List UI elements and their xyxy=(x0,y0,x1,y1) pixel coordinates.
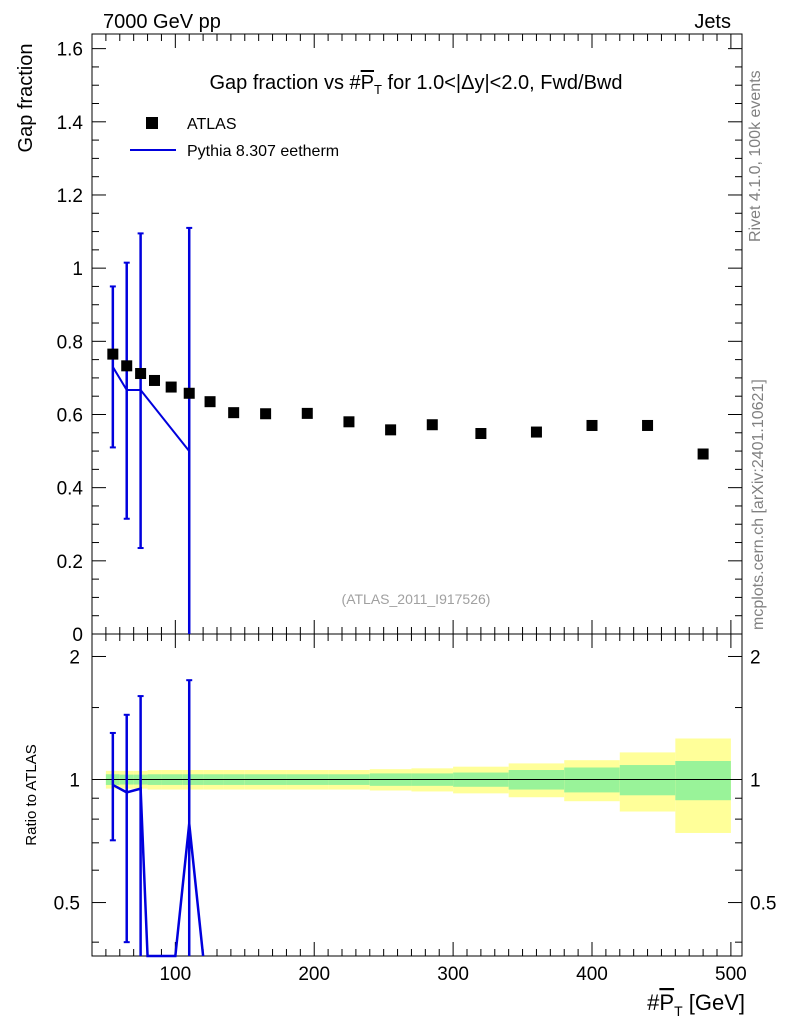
band-green-bin xyxy=(675,760,731,801)
band-green-bin xyxy=(619,765,676,796)
legend-atlas-label: ATLAS xyxy=(187,116,237,133)
ratio-uncertainty-band xyxy=(105,738,731,833)
y-tick-label: 1.6 xyxy=(57,40,83,61)
atlas-data-point xyxy=(586,419,598,431)
atlas-data-point xyxy=(183,387,195,399)
ratio-y-tick-label: 0.5 xyxy=(54,894,80,915)
ratio-y-tick-label-right: 1 xyxy=(750,771,761,792)
source-label: mcplots.cern.ch [arXiv:2401.10621] xyxy=(750,379,767,630)
plot-title: Gap fraction vs #PT for 1.0<|Δy|<2.0, Fw… xyxy=(209,72,622,97)
analysis-label: (ATLAS_2011_I917526) xyxy=(342,591,491,607)
atlas-data-point xyxy=(165,381,177,393)
y-tick-label: 0.2 xyxy=(57,552,83,573)
header-energy: 7000 GeV pp xyxy=(103,11,221,33)
ratio-series xyxy=(109,679,205,958)
atlas-data-point xyxy=(343,416,355,428)
y-tick-label: 0.8 xyxy=(57,332,83,353)
atlas-data-point xyxy=(149,374,160,386)
legend-atlas-marker xyxy=(146,117,158,129)
atlas-data-point xyxy=(301,407,313,419)
atlas-data-point xyxy=(204,396,216,408)
ratio-y-tick-label: 2 xyxy=(69,647,80,668)
atlas-data-point xyxy=(228,407,240,419)
y-tick-label: 0 xyxy=(72,625,83,646)
x-tick-label: 500 xyxy=(715,964,747,985)
ratio-frame xyxy=(91,633,743,957)
x-tick-label: 100 xyxy=(159,964,191,985)
atlas-data-point xyxy=(121,360,133,372)
atlas-data-point xyxy=(642,419,654,431)
atlas-data-point xyxy=(385,424,397,436)
xlabel-p-symbol: P xyxy=(659,990,674,1015)
pythia-line xyxy=(111,366,191,452)
ratio-y-tick-label: 1 xyxy=(69,771,80,792)
ratio-y-tick-label-right: 2 xyxy=(750,647,761,668)
legend-pythia-label: Pythia 8.307 eetherm xyxy=(187,143,339,160)
legend: ATLAS Pythia 8.307 eetherm xyxy=(130,116,339,160)
atlas-data-point xyxy=(426,419,438,431)
x-axis-title: #PT [GeV] xyxy=(647,990,745,1019)
atlas-data-point xyxy=(135,368,147,380)
atlas-data-point xyxy=(260,408,272,420)
y-tick-label: 1.2 xyxy=(57,186,83,207)
ratio-y-axis-title: Ratio to ATLAS xyxy=(23,744,40,845)
main-axes: 0 0.2 0.4 0.6 0.8 1 1.2 1.4 1.6 xyxy=(57,33,743,646)
x-tick-label: 200 xyxy=(298,964,330,985)
main-series xyxy=(107,226,709,634)
atlas-data-point xyxy=(107,348,119,360)
title-p-symbol: P xyxy=(361,72,374,94)
ratio-axes: 100 200 300 400 500 0.5 0.5 1 1 2 2 xyxy=(54,633,776,985)
atlas-data-point xyxy=(697,448,709,460)
atlas-data-point xyxy=(530,426,542,438)
y-tick-label: 0.4 xyxy=(57,479,84,500)
x-tick-label: 300 xyxy=(437,964,469,985)
y-tick-label: 0.6 xyxy=(57,405,83,426)
y-tick-label: 1.4 xyxy=(57,113,84,134)
ratio-y-tick-label-right: 0.5 xyxy=(750,894,776,915)
x-tick-label: 400 xyxy=(576,964,608,985)
atlas-data-point xyxy=(475,428,487,440)
y-tick-label: 1 xyxy=(72,259,83,280)
y-axis-title: Gap fraction xyxy=(15,44,37,153)
rivet-label: Rivet 4.1.0, 100k events xyxy=(747,70,764,242)
header-jets: Jets xyxy=(694,11,731,33)
